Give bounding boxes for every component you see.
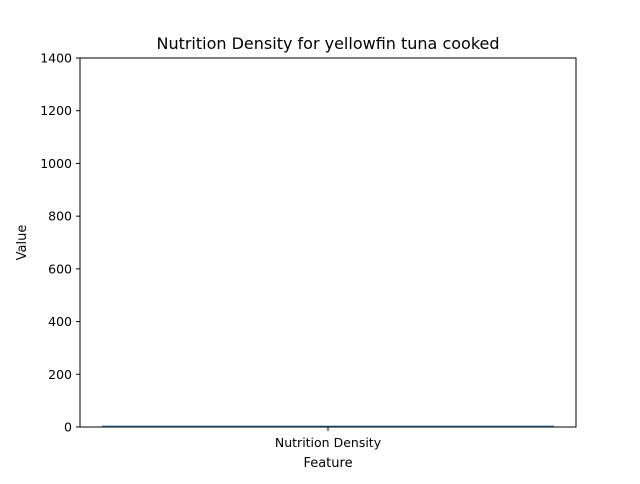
y-tick-label: 400	[48, 314, 72, 329]
x-axis-ticks: Nutrition Density	[275, 427, 382, 450]
x-tick-label: Nutrition Density	[275, 435, 382, 450]
plot-frame	[79, 57, 577, 428]
y-axis-ticks: 0 200 400 600 800 1000 1200 1400	[40, 51, 80, 435]
x-axis-label: Feature	[303, 456, 352, 471]
y-tick-label: 1400	[40, 51, 72, 66]
y-tick-label: 1000	[40, 156, 72, 171]
y-tick-label: 200	[48, 367, 72, 382]
y-tick-label: 800	[48, 209, 72, 224]
y-tick-label: 1200	[40, 103, 72, 118]
chart-title: Nutrition Density for yellowfin tuna coo…	[156, 34, 499, 53]
bars	[102, 425, 554, 427]
y-tick-label: 600	[48, 261, 72, 276]
y-tick-label: 0	[64, 420, 72, 435]
y-axis-label: Value	[15, 225, 30, 261]
bar	[102, 425, 554, 427]
